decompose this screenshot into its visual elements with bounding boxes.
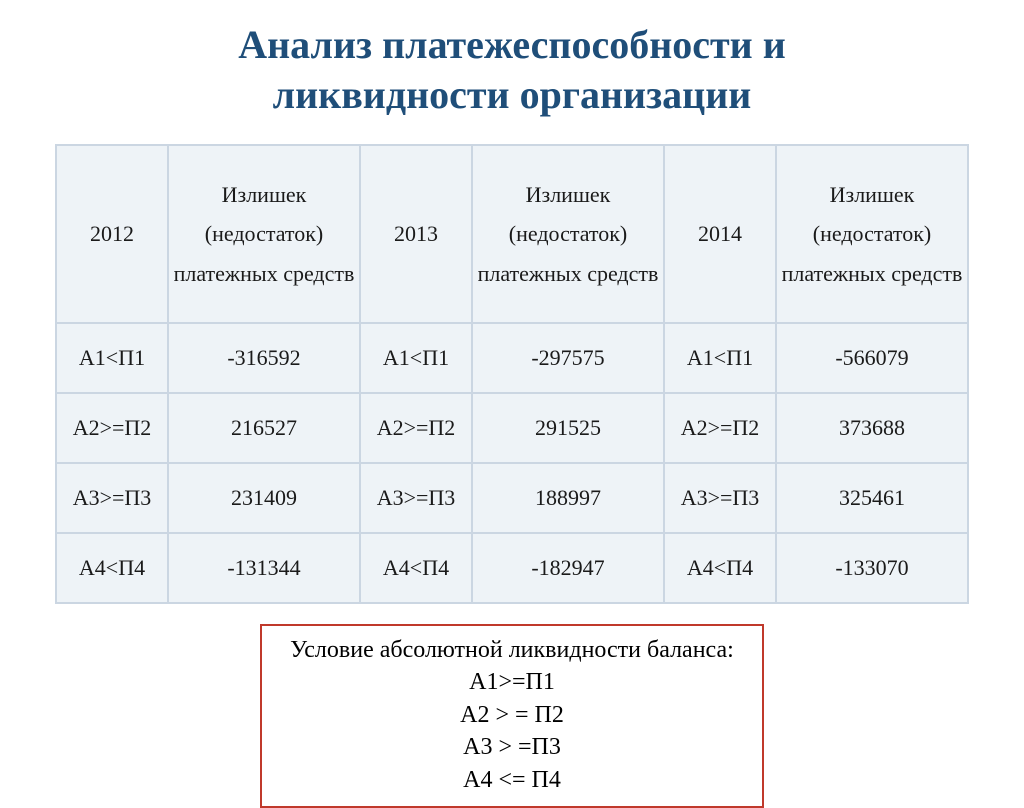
condition-heading: Условие абсолютной ликвидности баланса: [290, 634, 734, 666]
condition-box: Условие абсолютной ликвидности баланса: … [260, 624, 764, 808]
table-row: А2>=П2 216527 А2>=П2 291525 А2>=П2 37368… [56, 393, 968, 463]
slide-title: Анализ платежеспособности и ликвидности … [238, 20, 786, 120]
cell: 188997 [472, 463, 664, 533]
col-header: 2013 [360, 145, 472, 323]
cell: А2>=П2 [56, 393, 168, 463]
slide: Анализ платежеспособности и ликвидности … [0, 0, 1024, 767]
condition-line: А4 <= П4 [290, 764, 734, 796]
cell: А2>=П2 [664, 393, 776, 463]
col-header: Излишек (недостаток) платежных средств [472, 145, 664, 323]
table-row: А4<П4 -131344 А4<П4 -182947 А4<П4 -13307… [56, 533, 968, 603]
cell: 373688 [776, 393, 968, 463]
table-header-row: 2012 Излишек (недостаток) платежных сред… [56, 145, 968, 323]
cell: А3>=П3 [664, 463, 776, 533]
cell: -297575 [472, 323, 664, 393]
col-header: 2012 [56, 145, 168, 323]
cell: 216527 [168, 393, 360, 463]
condition-line: А3 > =П3 [290, 731, 734, 763]
title-line-2: ликвидности организации [273, 72, 752, 117]
cell: А4<П4 [664, 533, 776, 603]
cell: А2>=П2 [360, 393, 472, 463]
cell: А4<П4 [360, 533, 472, 603]
col-header: Излишек (недостаток) платежных средств [168, 145, 360, 323]
title-line-1: Анализ платежеспособности и [238, 22, 786, 67]
cell: 231409 [168, 463, 360, 533]
col-header: Излишек (недостаток) платежных средств [776, 145, 968, 323]
cell: 325461 [776, 463, 968, 533]
cell: А3>=П3 [360, 463, 472, 533]
table-row: А3>=П3 231409 А3>=П3 188997 А3>=П3 32546… [56, 463, 968, 533]
cell: -133070 [776, 533, 968, 603]
cell: 291525 [472, 393, 664, 463]
cell: А1<П1 [56, 323, 168, 393]
cell: -131344 [168, 533, 360, 603]
cell: -316592 [168, 323, 360, 393]
liquidity-table: 2012 Излишек (недостаток) платежных сред… [55, 144, 969, 604]
cell: А3>=П3 [56, 463, 168, 533]
cell: А1<П1 [664, 323, 776, 393]
table-row: А1<П1 -316592 А1<П1 -297575 А1<П1 -56607… [56, 323, 968, 393]
cell: А1<П1 [360, 323, 472, 393]
condition-line: А1>=П1 [290, 666, 734, 698]
col-header: 2014 [664, 145, 776, 323]
condition-line: А2 > = П2 [290, 699, 734, 731]
cell: А4<П4 [56, 533, 168, 603]
cell: -182947 [472, 533, 664, 603]
cell: -566079 [776, 323, 968, 393]
